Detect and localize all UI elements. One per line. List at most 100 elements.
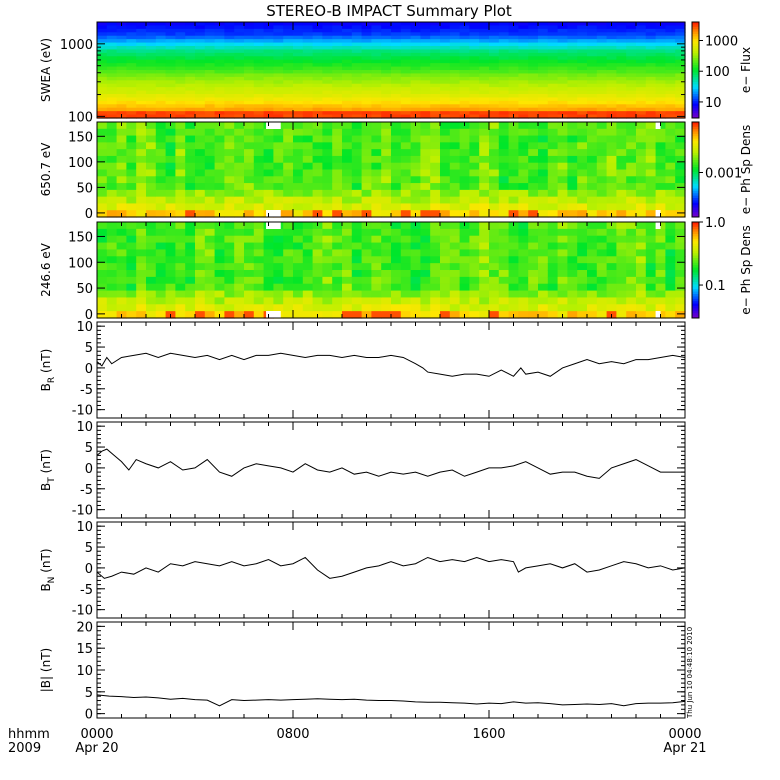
spectrogram-cell <box>214 73 225 78</box>
spectrogram-cell <box>283 28 294 33</box>
spectrogram-cell <box>332 283 343 292</box>
spectrogram-cell <box>518 32 529 37</box>
spectrogram-cell <box>616 32 627 37</box>
spectrogram-cell <box>567 49 578 54</box>
spectrogram-cell <box>116 59 127 64</box>
spectrogram-cell <box>322 196 333 205</box>
spectrogram-cell <box>655 290 666 299</box>
spectrogram-cell <box>440 304 451 312</box>
spectrogram-cell <box>459 52 470 57</box>
spectrogram-cell <box>626 94 637 99</box>
spectrogram-cell <box>224 28 235 33</box>
spectrogram-cell <box>420 56 431 61</box>
spectrogram-cell <box>469 76 480 81</box>
spectrogram-cell <box>636 39 647 44</box>
spectrogram-cell <box>410 100 421 105</box>
spectrogram-cell <box>636 155 647 164</box>
spectrogram-cell <box>538 304 549 312</box>
spectrogram-cell <box>253 228 265 237</box>
spectrogram-cell <box>636 128 647 137</box>
spectrogram-cell <box>645 203 657 211</box>
spectrogram-cell <box>146 270 157 278</box>
spectrogram-cell <box>616 59 627 64</box>
spectrogram-cell <box>175 100 186 105</box>
spectrogram-cell <box>528 162 539 171</box>
spectrogram-cell <box>116 189 127 198</box>
spectrogram-cell <box>626 107 637 112</box>
spectrogram-cell <box>175 114 186 119</box>
spectrogram-cell <box>97 210 108 218</box>
spectrogram-cell <box>195 304 206 312</box>
spectrogram-cell <box>126 242 137 251</box>
spectrogram-cell <box>234 149 245 157</box>
colorbar-segment <box>692 301 699 305</box>
spectrogram-cell <box>126 149 137 157</box>
spectrogram-cell <box>97 100 108 105</box>
spectrogram-cell <box>332 228 343 237</box>
spectrogram-cell <box>165 189 176 198</box>
spectrogram-cell <box>283 80 294 85</box>
spectrogram-cell <box>449 59 461 64</box>
spectrogram-cell <box>155 35 167 40</box>
spectrogram-cell <box>430 203 441 211</box>
spectrogram-cell <box>155 83 167 88</box>
spectrogram-cell <box>596 114 608 119</box>
spectrogram-cell <box>234 80 245 85</box>
spectrogram-cell <box>381 128 392 137</box>
spectrogram-cell <box>351 203 363 211</box>
spectrogram-cell <box>665 94 676 99</box>
spectrogram-cell <box>371 122 382 130</box>
spectrogram-cell <box>636 263 647 271</box>
spectrogram-cell <box>126 162 137 171</box>
spectrogram-cell <box>106 263 118 271</box>
spectrogram-cell <box>136 90 147 95</box>
spectrogram-cell <box>518 263 529 271</box>
spectrogram-cell <box>665 222 676 230</box>
spectrogram-cell <box>185 135 196 143</box>
spectrogram-cell <box>155 263 167 271</box>
spectrogram-cell <box>665 73 676 78</box>
spectrogram-cell <box>665 169 676 177</box>
spectrogram-cell <box>596 59 608 64</box>
spectrogram-cell <box>508 203 519 211</box>
spectrogram-cell <box>302 114 314 119</box>
colorbar-segment <box>692 50 699 54</box>
spectrogram-cell <box>322 73 333 78</box>
spectrogram-cell <box>587 59 598 64</box>
spectrogram-cell <box>440 70 451 75</box>
spectrogram-cell <box>489 203 500 211</box>
spectrogram-cell <box>371 256 382 264</box>
spectrogram-cell <box>253 297 265 305</box>
spectrogram-cell <box>97 39 108 44</box>
spectrogram-cell <box>508 94 519 99</box>
spectrogram-cell <box>302 90 314 95</box>
spectrogram-cell <box>342 290 353 299</box>
spectrogram-cell <box>361 169 372 177</box>
spectrogram-cell <box>97 111 108 116</box>
spectrogram-cell <box>97 142 108 150</box>
spectrogram-cell <box>234 90 245 95</box>
spectrogram-cell <box>185 196 196 205</box>
spectrogram-cell <box>136 222 147 230</box>
spectrogram-cell <box>547 176 559 184</box>
spectrogram-cell <box>293 297 304 305</box>
spectrogram-cell <box>332 52 343 57</box>
spectrogram-cell <box>391 162 402 171</box>
spectrogram-cell <box>538 83 549 88</box>
spectrogram-cell <box>420 104 431 109</box>
spectrogram-cell <box>175 52 186 57</box>
colorbar-segment <box>692 200 699 204</box>
spectrogram-cell <box>665 83 676 88</box>
spectrogram-cell <box>430 80 441 85</box>
spectrogram-cell <box>538 290 549 299</box>
spectrogram-cell <box>440 196 451 205</box>
spectrogram-cell <box>381 249 392 257</box>
spectrogram-cell <box>342 135 353 143</box>
spectrogram-cell <box>155 63 167 68</box>
spectrogram-cell <box>332 256 343 264</box>
spectrogram-cell <box>293 28 304 33</box>
spectrogram-cell <box>126 100 137 105</box>
spectrogram-cell <box>204 46 216 51</box>
spectrogram-cell <box>430 104 441 109</box>
spectrogram-cell <box>351 52 363 57</box>
